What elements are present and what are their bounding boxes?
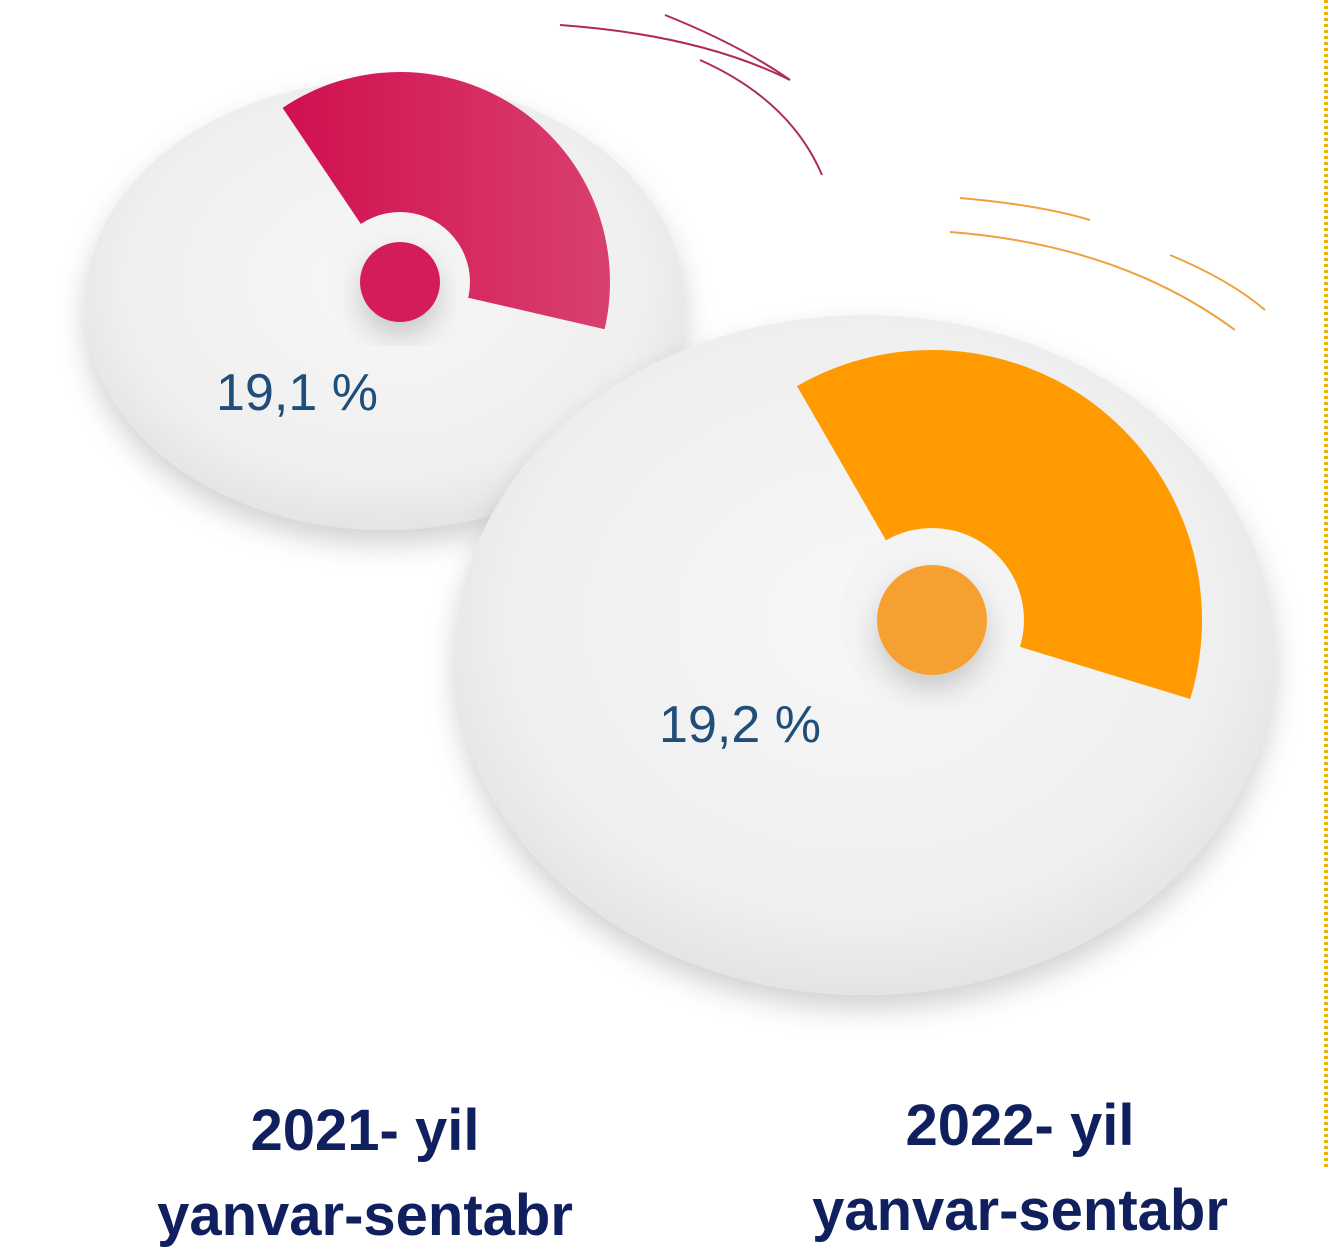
period-label: yanvar-sentabr [157, 1183, 573, 1248]
year-label: 2021- yil [251, 1098, 480, 1163]
value-label: 19,1 % [216, 364, 378, 422]
gauge-wedge [797, 350, 1202, 699]
period-label: yanvar-sentabr [812, 1178, 1228, 1243]
year-label: 2022- yil [906, 1093, 1135, 1158]
gauge-wedge [282, 71, 611, 330]
gauge-dot [360, 242, 440, 322]
value-label: 19,2 % [659, 696, 821, 754]
motion-arc [664, 14, 823, 176]
gauge-dot [877, 565, 987, 675]
motion-arc [559, 24, 791, 81]
motion-arc [949, 197, 1266, 331]
